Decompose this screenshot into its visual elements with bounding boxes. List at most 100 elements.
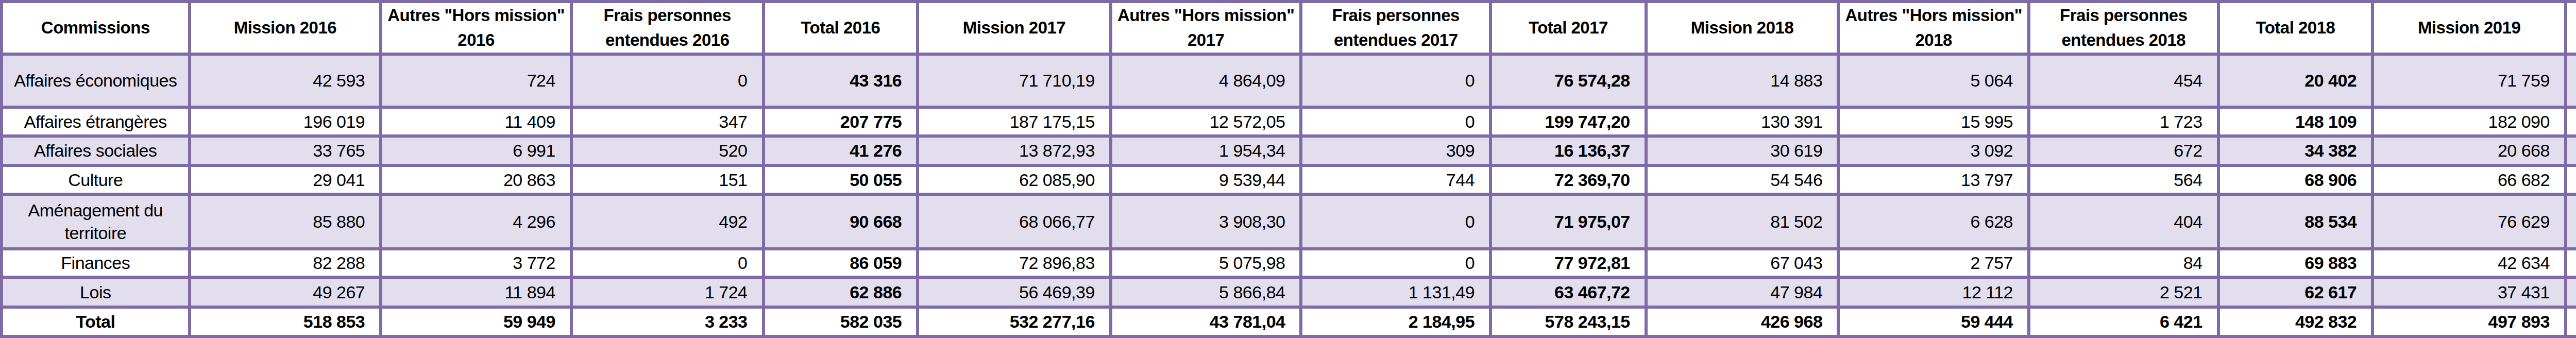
value-cell: 0 <box>1301 107 1490 136</box>
value-cell: 3 772 <box>381 249 571 277</box>
column-header-9: Mission 2018 <box>1646 2 1839 54</box>
value-cell: 0 <box>1301 194 1490 249</box>
value-cell: 72 896,83 <box>918 249 1111 277</box>
value-cell: 72 369,70 <box>1490 165 1646 194</box>
value-cell: 42 593 <box>190 54 381 108</box>
value-cell: 724 <box>381 54 571 108</box>
value-cell: 454 <box>2029 54 2218 108</box>
value-cell: 2 513 <box>2566 165 2576 194</box>
value-cell: 3 908,30 <box>1111 194 1301 249</box>
value-cell: 88 534 <box>2218 194 2373 249</box>
value-cell: 59 444 <box>1838 307 2029 337</box>
value-cell: 6 421 <box>2029 307 2218 337</box>
column-header-2: Autres "Hors mission" 2016 <box>381 2 571 54</box>
value-cell: 71 759 <box>2372 54 2566 108</box>
value-cell: 62 617 <box>2218 277 2373 307</box>
value-cell: 207 775 <box>764 107 918 136</box>
value-cell: 11 255 <box>2566 277 2576 307</box>
value-cell: 67 043 <box>1646 249 1839 277</box>
table-row: Lois49 26711 8941 72462 88656 469,395 86… <box>2 277 2576 307</box>
value-cell: 43 316 <box>764 54 918 108</box>
value-cell: 564 <box>2029 165 2218 194</box>
value-cell: 63 467,72 <box>1490 277 1646 307</box>
value-cell: 20 863 <box>381 165 571 194</box>
value-cell: 84 <box>2029 249 2218 277</box>
value-cell: 20 668 <box>2372 136 2566 165</box>
value-cell: 50 055 <box>764 165 918 194</box>
column-header-1: Mission 2016 <box>190 2 381 54</box>
value-cell: 404 <box>2029 194 2218 249</box>
commission-name-cell: Culture <box>2 165 190 194</box>
value-cell: 151 <box>571 165 764 194</box>
value-cell: 582 035 <box>764 307 918 337</box>
column-header-3: Frais personnes entendues 2016 <box>571 2 764 54</box>
value-cell: 492 <box>571 194 764 249</box>
value-cell: 182 090 <box>2372 107 2566 136</box>
column-header-5: Mission 2017 <box>918 2 1111 54</box>
value-cell: 744 <box>1301 165 1490 194</box>
value-cell: 85 880 <box>190 194 381 249</box>
value-cell: 43 781,04 <box>1111 307 1301 337</box>
value-cell: 1 723 <box>2029 107 2218 136</box>
value-cell: 62 085,90 <box>918 165 1111 194</box>
value-cell: 42 634 <box>2372 249 2566 277</box>
value-cell: 41 276 <box>764 136 918 165</box>
value-cell: 35 520 <box>2566 307 2576 337</box>
value-cell: 37 431 <box>2372 277 2566 307</box>
value-cell: 3 233 <box>571 307 764 337</box>
value-cell: 199 747,20 <box>1490 107 1646 136</box>
total-row: Total518 85359 9493 233582 035532 277,16… <box>2 307 2576 337</box>
value-cell: 69 883 <box>2218 249 2373 277</box>
value-cell: 6 628 <box>1838 194 2029 249</box>
value-cell: 16 136,37 <box>1490 136 1646 165</box>
value-cell: 13 797 <box>1838 165 2029 194</box>
table-row: Culture29 04120 86315150 05562 085,909 5… <box>2 165 2576 194</box>
value-cell: 54 546 <box>1646 165 1839 194</box>
column-header-7: Frais personnes entendues 2017 <box>1301 2 1490 54</box>
value-cell: 11 894 <box>381 277 571 307</box>
value-cell: 1 131,49 <box>1301 277 1490 307</box>
commission-name-cell: Lois <box>2 277 190 307</box>
value-cell: 14 883 <box>1646 54 1839 108</box>
table-row: Finances82 2883 772086 05972 896,835 075… <box>2 249 2576 277</box>
value-cell: 49 267 <box>190 277 381 307</box>
value-cell: 347 <box>571 107 764 136</box>
value-cell: 59 949 <box>381 307 571 337</box>
value-cell: 492 832 <box>2218 307 2373 337</box>
commission-name-cell: Total <box>2 307 190 337</box>
column-header-0: Commissions <box>2 2 190 54</box>
column-header-10: Autres "Hors mission" 2018 <box>1838 2 2029 54</box>
value-cell: 76 574,28 <box>1490 54 1646 108</box>
value-cell: 68 906 <box>2218 165 2373 194</box>
commission-name-cell: Finances <box>2 249 190 277</box>
value-cell: 3 092 <box>1838 136 2029 165</box>
value-cell: 3 642 <box>2566 249 2576 277</box>
value-cell: 15 995 <box>1838 107 2029 136</box>
table-row: Aménagement du territoire85 8804 2964929… <box>2 194 2576 249</box>
value-cell: 309 <box>1301 136 1490 165</box>
value-cell: 130 391 <box>1646 107 1839 136</box>
value-cell: 1 954,34 <box>1111 136 1301 165</box>
value-cell: 532 277,16 <box>918 307 1111 337</box>
commission-name-cell: Aménagement du territoire <box>2 194 190 249</box>
value-cell: 196 019 <box>190 107 381 136</box>
value-cell: 0 <box>571 54 764 108</box>
value-cell: 578 243,15 <box>1490 307 1646 337</box>
value-cell: 66 682 <box>2372 165 2566 194</box>
value-cell: 12 112 <box>1838 277 2029 307</box>
value-cell: 1 724 <box>571 277 764 307</box>
value-cell: 2 184,95 <box>1301 307 1490 337</box>
value-cell: 0 <box>571 249 764 277</box>
column-header-4: Total 2016 <box>764 2 918 54</box>
expense-table: CommissionsMission 2016Autres "Hors miss… <box>0 0 2576 338</box>
value-cell: 5 669 <box>2566 107 2576 136</box>
value-cell: 187 175,15 <box>918 107 1111 136</box>
value-cell: 5 767 <box>2566 54 2576 108</box>
value-cell: 47 984 <box>1646 277 1839 307</box>
value-cell: 6 991 <box>381 136 571 165</box>
column-header-13: Mission 2019 <box>2372 2 2566 54</box>
commission-name-cell: Affaires économiques <box>2 54 190 108</box>
value-cell: 5 075,98 <box>1111 249 1301 277</box>
value-cell: 2 707 <box>2566 136 2576 165</box>
value-cell: 56 469,39 <box>918 277 1111 307</box>
